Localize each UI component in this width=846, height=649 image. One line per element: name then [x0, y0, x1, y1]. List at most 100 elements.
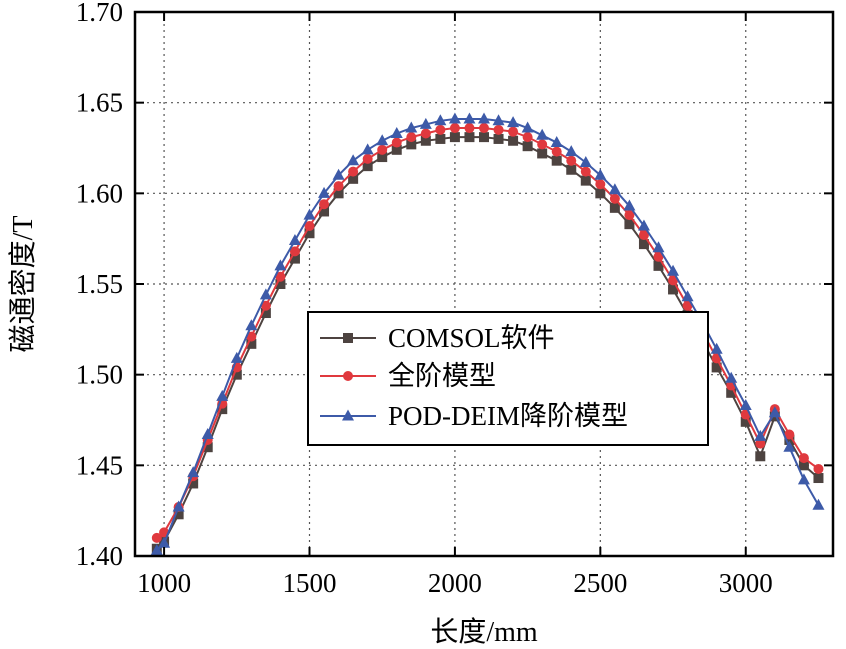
data-point: [231, 369, 242, 380]
x-tick-label: 2000: [428, 568, 482, 598]
legend-label-pod-deim-model: POD-DEIM降阶模型: [388, 401, 628, 431]
data-point: [361, 143, 374, 155]
legend-entry-comsol: COMSOL软件: [320, 323, 555, 353]
data-point: [566, 164, 577, 175]
data-point: [435, 133, 446, 144]
data-point: [638, 230, 649, 241]
data-point: [158, 536, 171, 548]
data-point: [479, 123, 489, 134]
data-point: [813, 473, 824, 484]
legend-label-comsol: COMSOL软件: [388, 323, 555, 353]
data-point: [377, 152, 388, 163]
data-point: [755, 451, 766, 462]
x-tick-label: 1500: [283, 568, 337, 598]
data-point: [739, 398, 752, 410]
y-tick-labels: 1.40 1.45 1.50 1.55 1.60 1.65 1.70: [76, 0, 123, 571]
data-point: [638, 239, 649, 250]
legend-entry-full-order-model: 全阶模型: [320, 361, 496, 391]
data-point: [289, 253, 300, 264]
y-tick-label: 1.60: [76, 178, 123, 208]
data-point: [246, 338, 257, 349]
data-point: [347, 154, 360, 166]
ticks: [135, 11, 833, 557]
data-point: [377, 144, 388, 155]
series-layer: [150, 112, 825, 556]
data-point: [274, 259, 287, 271]
data-point: [711, 362, 722, 373]
data-point: [362, 153, 373, 164]
y-tick-label: 1.55: [76, 269, 123, 299]
data-point: [624, 219, 635, 230]
data-point: [304, 220, 315, 231]
data-point: [245, 319, 258, 331]
data-point: [275, 279, 286, 289]
data-point: [595, 188, 606, 199]
data-point: [754, 429, 767, 441]
data-point: [332, 168, 345, 180]
data-point: [464, 123, 475, 134]
y-tick-label: 1.70: [76, 0, 123, 27]
data-point: [376, 134, 389, 146]
data-point: [522, 141, 533, 152]
data-point: [594, 168, 607, 180]
data-point: [537, 148, 548, 159]
data-point: [303, 208, 316, 220]
data-point: [551, 146, 562, 157]
data-point: [188, 478, 199, 489]
data-point: [784, 434, 795, 445]
series-comsol: [151, 132, 824, 554]
grid: [135, 12, 833, 556]
data-point: [740, 416, 751, 427]
data-point: [492, 114, 505, 126]
data-point: [479, 132, 489, 143]
data-point: [755, 438, 766, 449]
data-point: [768, 406, 781, 418]
data-point: [668, 275, 679, 286]
data-point: [151, 532, 162, 543]
data-point: [348, 166, 359, 177]
data-point: [682, 300, 693, 311]
data-point: [463, 112, 476, 124]
data-point: [493, 133, 504, 144]
y-tick-label: 1.50: [76, 360, 123, 390]
data-point: [390, 126, 403, 138]
data-point: [246, 331, 257, 342]
data-point: [449, 132, 460, 143]
data-point: [637, 219, 650, 231]
data-point: [260, 308, 271, 319]
legend-swatch-marker-comsol: [343, 333, 353, 343]
data-point: [710, 342, 723, 354]
x-tick-labels: 1000 1500 2000 2500 3000: [137, 568, 773, 598]
data-point: [319, 206, 330, 217]
y-tick-label: 1.40: [76, 541, 123, 571]
data-point: [681, 290, 694, 302]
data-point: [362, 161, 373, 172]
data-point: [230, 351, 243, 363]
data-point: [419, 117, 432, 129]
data-point: [172, 500, 185, 512]
y-axis-title: 磁通密度/T: [7, 216, 39, 353]
data-point: [478, 112, 490, 124]
legend-swatch-marker-full-order-model: [343, 371, 353, 381]
data-point: [304, 228, 315, 239]
legend: COMSOL软件 全阶模型 POD-DEIM降阶模型: [307, 311, 709, 446]
data-point: [812, 498, 825, 510]
data-point: [624, 210, 635, 221]
data-point: [508, 126, 519, 137]
data-point: [522, 132, 533, 143]
data-point: [319, 199, 330, 210]
data-point: [259, 288, 272, 300]
data-point: [668, 284, 679, 295]
data-point: [797, 473, 810, 485]
data-point: [391, 144, 402, 155]
legend-label-full-order-model: 全阶模型: [388, 361, 496, 391]
data-point: [405, 121, 418, 133]
data-point: [420, 128, 431, 139]
data-point: [333, 181, 344, 192]
data-point: [435, 124, 446, 135]
data-point: [550, 136, 563, 148]
data-point: [449, 123, 460, 134]
data-point: [391, 137, 402, 148]
data-point: [202, 442, 213, 453]
data-point: [608, 183, 621, 195]
